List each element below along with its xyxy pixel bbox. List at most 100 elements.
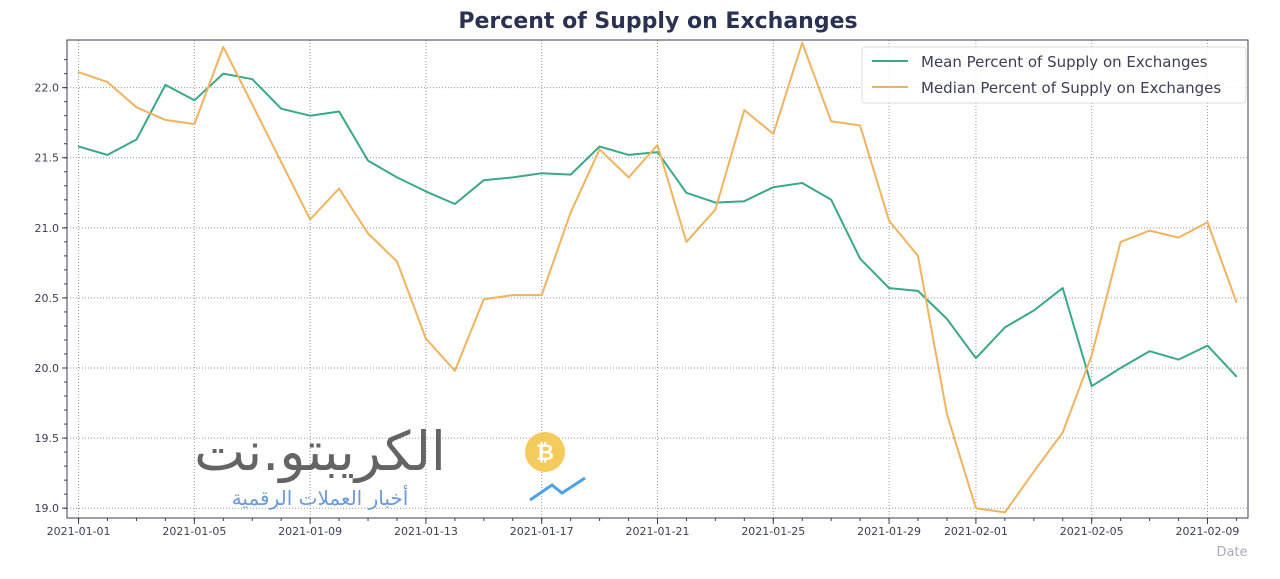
mean-data-point bbox=[1061, 287, 1064, 289]
legend-label-median: Median Percent of Supply on Exchanges bbox=[921, 79, 1221, 97]
mean-data-point bbox=[1032, 309, 1035, 312]
median-data-point bbox=[251, 103, 254, 106]
y-tick-label: 20.0 bbox=[35, 362, 60, 375]
x-tick-label: 2021-01-17 bbox=[510, 525, 574, 538]
mean-data-point bbox=[743, 200, 746, 203]
median-data-point bbox=[338, 187, 340, 190]
mean-data-point bbox=[1177, 358, 1180, 361]
mean-data-point bbox=[1148, 350, 1151, 352]
median-data-point bbox=[77, 71, 80, 74]
median-data-point bbox=[917, 255, 919, 257]
mean-data-point bbox=[425, 190, 427, 193]
x-tick-label: 2021-01-29 bbox=[857, 525, 921, 538]
median-data-point bbox=[1148, 229, 1151, 232]
median-data-point bbox=[801, 42, 804, 44]
mean-data-point bbox=[1119, 367, 1122, 369]
median-data-point bbox=[859, 124, 861, 127]
mean-data-point bbox=[1004, 326, 1006, 329]
median-data-point bbox=[135, 106, 138, 109]
x-tick-label: 2021-02-09 bbox=[1176, 525, 1240, 538]
mean-data-point bbox=[164, 84, 167, 86]
median-data-point bbox=[598, 148, 601, 151]
median-data-point bbox=[1090, 354, 1093, 357]
median-data-point bbox=[714, 208, 717, 211]
x-tick-label: 2021-02-05 bbox=[1060, 525, 1124, 538]
mean-data-point bbox=[714, 201, 717, 204]
median-data-point bbox=[367, 232, 369, 235]
mean-data-point bbox=[309, 114, 311, 117]
mean-data-point bbox=[627, 154, 630, 156]
median-data-point bbox=[743, 109, 746, 111]
mean-data-point bbox=[280, 107, 283, 110]
median-data-point bbox=[975, 507, 977, 509]
x-tick-label: 2021-01-05 bbox=[162, 525, 226, 538]
mean-data-point bbox=[569, 173, 572, 176]
x-tick-label: 2021-02-01 bbox=[944, 525, 1008, 538]
median-data-point bbox=[193, 123, 196, 125]
median-data-point bbox=[656, 144, 659, 146]
axis-ticks: 19.0 19.5 20.0 20.5 21.0 21.5 22.0 2021-01-01 20… bbox=[35, 59, 1240, 538]
chart-title: Percent of Supply on Exchanges bbox=[458, 9, 857, 34]
mean-data-point bbox=[106, 154, 109, 156]
watermark-logo: ₿ الكريبتو.نت أخبار العملات الرقمية bbox=[194, 420, 586, 510]
x-tick-label: 2021-01-01 bbox=[47, 525, 111, 538]
y-tick-label: 21.0 bbox=[35, 222, 60, 235]
median-data-point bbox=[222, 46, 225, 48]
mean-data-point bbox=[396, 176, 398, 179]
legend-label-mean: Mean Percent of Supply on Exchanges bbox=[921, 53, 1208, 71]
x-tick-label: 2021-01-13 bbox=[394, 525, 458, 538]
mean-data-point bbox=[135, 138, 138, 141]
median-data-point bbox=[830, 120, 832, 123]
mean-data-point bbox=[193, 99, 196, 102]
y-tick-label: 21.5 bbox=[35, 152, 60, 165]
watermark-tagline: أخبار العملات الرقمية bbox=[232, 485, 409, 510]
mean-data-point bbox=[772, 186, 775, 188]
y-tick-label: 19.0 bbox=[35, 502, 60, 515]
mean-data-point bbox=[540, 172, 543, 174]
mean-data-point bbox=[511, 176, 514, 179]
median-data-point bbox=[888, 220, 890, 222]
mean-data-point bbox=[975, 357, 977, 359]
median-data-point bbox=[396, 260, 398, 263]
median-data-point bbox=[569, 211, 572, 214]
median-data-point bbox=[1235, 301, 1238, 303]
median-data-point bbox=[511, 294, 514, 296]
legend: Mean Percent of Supply on Exchanges Medi… bbox=[861, 46, 1247, 104]
watermark-brand: الكريبتو.نت bbox=[194, 420, 446, 483]
median-data-point bbox=[1032, 470, 1035, 473]
mean-data-point bbox=[1235, 375, 1238, 378]
median-data-point bbox=[483, 298, 485, 301]
mean-data-point bbox=[656, 151, 659, 153]
x-tick-label: 2021-01-25 bbox=[741, 525, 805, 538]
median-data-point bbox=[540, 294, 543, 296]
mean-data-point bbox=[454, 203, 456, 205]
median-data-point bbox=[425, 337, 427, 340]
median-data-point bbox=[106, 81, 109, 83]
series-lines bbox=[77, 41, 1238, 514]
mean-data-point bbox=[801, 182, 804, 184]
mean-data-point bbox=[251, 78, 254, 81]
median-data-point bbox=[309, 218, 311, 221]
mean-data-point bbox=[859, 257, 861, 260]
mean-data-point bbox=[917, 290, 919, 292]
mean-data-point bbox=[888, 287, 890, 289]
median-data-point bbox=[1119, 241, 1122, 243]
mean-data-point bbox=[685, 191, 688, 194]
legend-box bbox=[861, 46, 1247, 104]
mean-data-point bbox=[946, 318, 948, 320]
bitcoin-symbol-icon: ₿ bbox=[536, 440, 554, 465]
median-data-point bbox=[454, 370, 456, 372]
x-axis-label: Date bbox=[1216, 545, 1247, 560]
median-data-point bbox=[627, 176, 630, 179]
median-data-point bbox=[1004, 511, 1006, 514]
trend-arrow-icon bbox=[529, 476, 586, 502]
mean-data-point bbox=[830, 199, 832, 201]
mean-data-point bbox=[1206, 344, 1209, 347]
y-tick-label: 19.5 bbox=[35, 432, 60, 445]
mean-data-point bbox=[367, 159, 369, 162]
median-data-point bbox=[685, 241, 688, 243]
mean-data-point bbox=[222, 72, 225, 75]
y-tick-label: 22.0 bbox=[35, 82, 60, 95]
mean-data-point bbox=[483, 179, 485, 181]
median-data-point bbox=[946, 413, 948, 416]
